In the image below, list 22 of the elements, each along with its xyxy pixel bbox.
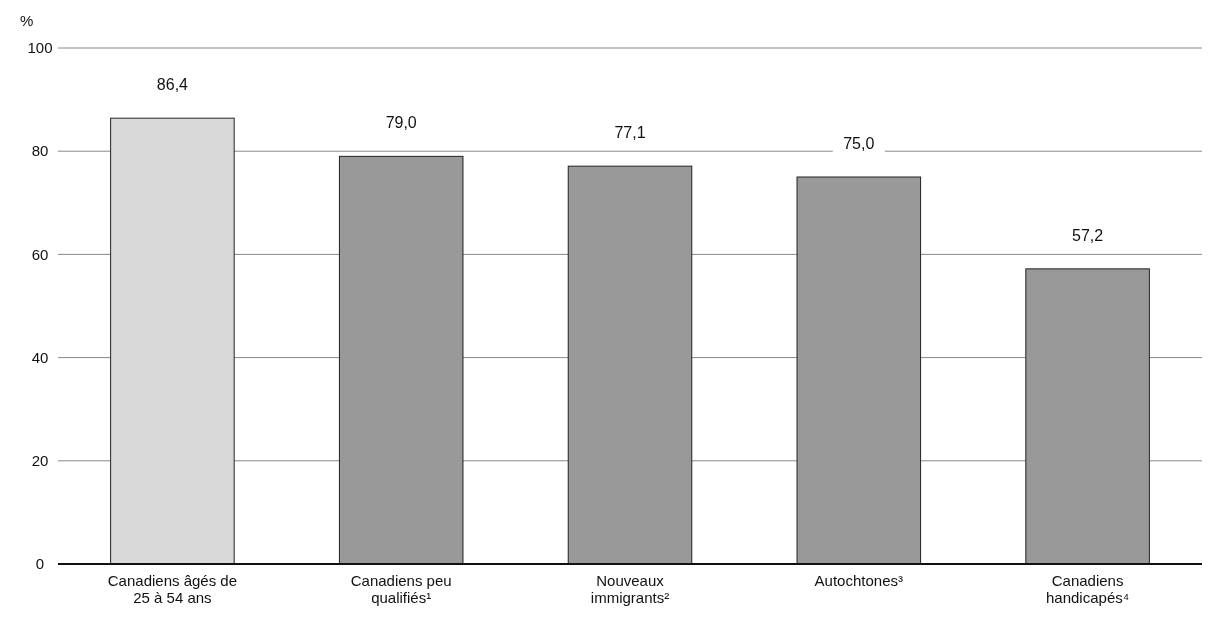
x-tick-label: Nouveaux immigrants² (590, 572, 670, 606)
x-tick-label: Canadiens peu qualifiés¹ (350, 572, 452, 606)
y-tick-label: 40 (31, 348, 49, 366)
x-tick-label: Canadiens âgés de 25 à 54 ans (107, 572, 238, 606)
x-tick-label: Canadiens handicapés⁴ (1046, 572, 1130, 606)
x-tick-label: Autochtones³ (814, 572, 903, 589)
y-axis-title: % (20, 12, 34, 29)
y-tick-label: 20 (31, 452, 49, 470)
data-label: 77,1 (614, 124, 646, 142)
bar (110, 117, 235, 565)
data-label: 86,4 (156, 76, 189, 94)
y-tick-label: 80 (31, 142, 49, 160)
bar (1025, 268, 1150, 565)
y-tick-label: 100 (27, 39, 53, 57)
data-label: 75,0 (843, 135, 875, 152)
data-label: 79,0 (385, 114, 417, 132)
y-tick-label: 0 (35, 555, 45, 573)
data-label: 57,2 (1072, 226, 1104, 244)
bar (338, 155, 464, 565)
bar (567, 165, 693, 565)
bar (796, 176, 922, 565)
y-tick-label: 60 (31, 245, 49, 263)
